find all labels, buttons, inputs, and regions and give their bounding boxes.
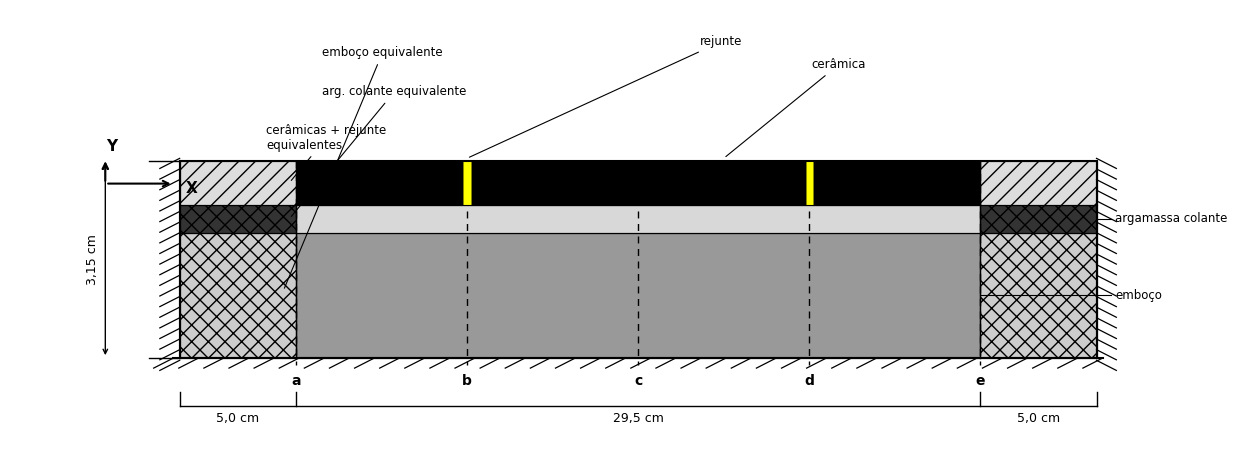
Text: rejunte: rejunte <box>470 35 742 157</box>
Text: arg. colante equivalente: arg. colante equivalente <box>291 85 467 217</box>
Text: cerâmicas + rejunte
equivalentes: cerâmicas + rejunte equivalentes <box>266 123 387 180</box>
Bar <box>296 205 980 233</box>
Text: a: a <box>291 374 301 388</box>
Text: cerâmica: cerâmica <box>726 58 866 157</box>
Text: b: b <box>462 374 472 388</box>
Bar <box>463 161 471 205</box>
Text: emboço equivalente: emboço equivalente <box>285 46 442 288</box>
Text: emboço: emboço <box>1115 289 1162 302</box>
Bar <box>180 233 296 358</box>
Bar <box>180 205 296 233</box>
Text: 5,0 cm: 5,0 cm <box>1017 412 1061 425</box>
Text: 29,5 cm: 29,5 cm <box>612 412 664 425</box>
Text: 5,0 cm: 5,0 cm <box>216 412 259 425</box>
Text: X: X <box>186 181 197 196</box>
Text: Y: Y <box>107 139 116 154</box>
Bar <box>980 233 1097 358</box>
Bar <box>296 161 980 205</box>
Text: e: e <box>975 374 985 388</box>
Text: 3,15 cm: 3,15 cm <box>87 234 99 285</box>
Text: c: c <box>634 374 642 388</box>
Bar <box>180 161 296 205</box>
Bar <box>805 161 813 205</box>
Bar <box>180 161 1097 358</box>
Bar <box>980 161 1097 205</box>
Text: d: d <box>804 374 814 388</box>
Bar <box>296 233 980 358</box>
Bar <box>980 205 1097 233</box>
Text: argamassa colante: argamassa colante <box>1115 212 1228 225</box>
